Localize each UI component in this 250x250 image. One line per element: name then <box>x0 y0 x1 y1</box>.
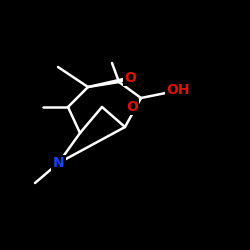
Text: O: O <box>126 100 138 114</box>
Text: OH: OH <box>166 84 190 98</box>
Text: N: N <box>53 156 64 170</box>
Text: O: O <box>124 70 136 85</box>
